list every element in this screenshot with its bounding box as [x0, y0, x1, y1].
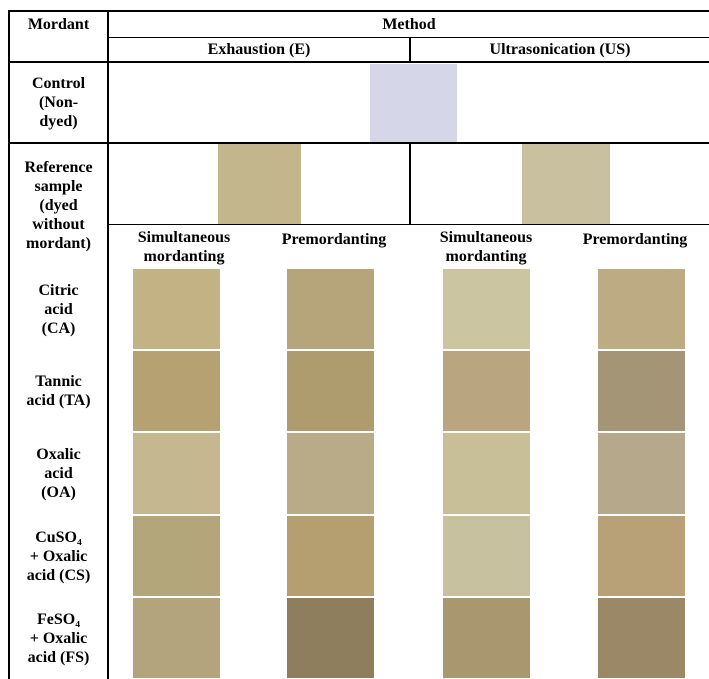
sub-method: Premordanting — [561, 226, 709, 268]
sub-method: Simultaneous mordanting — [411, 226, 561, 268]
swatch — [598, 433, 685, 514]
border — [107, 10, 109, 679]
mordant-label: FeSO₄ + Oxalic acid (FS) — [10, 597, 107, 679]
swatch — [598, 269, 685, 349]
swatch — [133, 598, 220, 678]
swatch — [133, 351, 220, 431]
border — [8, 61, 709, 63]
page: Mordant Method Exhaustion (E) Ultrasonic… — [0, 0, 709, 679]
swatch — [287, 433, 374, 514]
control-label: Control (Non- dyed) — [10, 63, 107, 142]
border — [409, 143, 411, 225]
swatch — [443, 433, 530, 514]
swatch — [598, 598, 685, 678]
sub-method: Premordanting — [259, 226, 409, 268]
mordant-label: CuSO₄ + Oxalic acid (CS) — [10, 515, 107, 597]
swatch-reference — [522, 144, 610, 224]
header-method-us: Ultrasonication (US) — [411, 38, 709, 61]
swatch — [443, 351, 530, 431]
swatch — [133, 269, 220, 349]
sub-method: Simultaneous mordanting — [109, 226, 259, 268]
header-method: Method — [109, 11, 709, 37]
mordant-label: Oxalic acid (OA) — [10, 432, 107, 515]
swatch — [443, 516, 530, 596]
swatch-reference — [218, 144, 301, 224]
swatch — [287, 598, 374, 678]
mordant-label: Tannic acid (TA) — [10, 350, 107, 432]
swatch — [287, 516, 374, 596]
header-mordant: Mordant — [10, 11, 107, 37]
swatch — [598, 516, 685, 596]
swatch — [443, 598, 530, 678]
swatch-control — [370, 64, 457, 142]
swatch — [133, 433, 220, 514]
swatch — [443, 269, 530, 349]
swatch — [598, 351, 685, 431]
header-method-e: Exhaustion (E) — [109, 38, 409, 61]
swatch — [287, 351, 374, 431]
swatch — [133, 516, 220, 596]
swatch — [287, 269, 374, 349]
mordant-label: Citric acid (CA) — [10, 268, 107, 350]
reference-label: Reference sample (dyed without mordant) — [10, 144, 107, 267]
